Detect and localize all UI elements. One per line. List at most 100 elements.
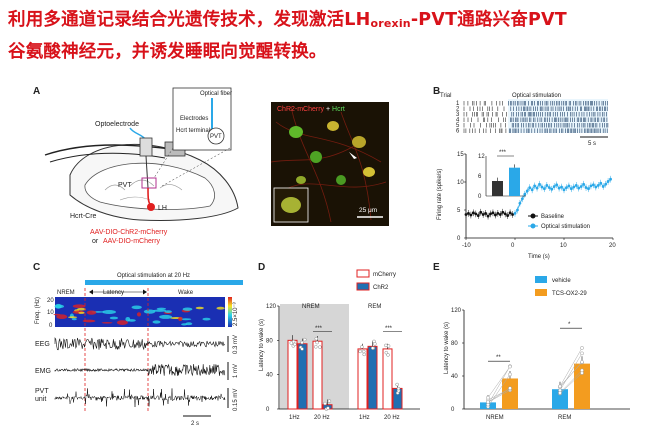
psth-point [552, 185, 556, 188]
psth-point [577, 186, 581, 190]
d-x-tick-label: 1Hz [359, 415, 370, 421]
psth-point [530, 188, 534, 192]
e-bar-1-1 [574, 363, 590, 409]
e-legend: vehicle TCS-OX2-29 [535, 276, 587, 297]
e-paired-line [487, 374, 511, 407]
e-point [486, 400, 490, 405]
psth-point [579, 185, 583, 188]
e-x-tick-label: NREM [486, 415, 504, 421]
legend-baseline-swatch [530, 213, 536, 219]
time-scale-label: 2 s [191, 421, 199, 425]
psth-point [550, 187, 554, 191]
d-point [300, 340, 304, 345]
micrograph-title-plus: + [324, 106, 332, 113]
electrodes-label: Electrodes [180, 116, 208, 122]
panel-label-e: E [433, 262, 440, 273]
micrograph-title: ChR2-mCherry + Hcrt [277, 106, 345, 113]
psth-point [528, 186, 532, 189]
d-ylabel: Latency to wake (s) [259, 319, 265, 371]
d-point [386, 353, 390, 357]
hcrt-terminals-label: Hcrt terminals [176, 128, 213, 134]
d-y-tick-label: 120 [266, 304, 277, 310]
e-paired-line [559, 347, 583, 387]
inset-bar-0 [492, 181, 503, 196]
psth-point [562, 188, 566, 192]
d-bar-mcherry-1 [312, 340, 323, 410]
spectrogram-blob [136, 312, 142, 317]
psth-point [572, 185, 576, 189]
e-point [508, 372, 512, 377]
psth-point [481, 213, 485, 216]
d-point [384, 343, 388, 348]
inset-sig-label: *** [499, 150, 507, 156]
spectrogram-blob [77, 307, 86, 311]
psth-point [535, 186, 539, 190]
psth-y-tick-label: 0 [457, 236, 461, 242]
d-point [372, 339, 376, 344]
psth-point [533, 184, 536, 188]
psth-point [496, 211, 500, 215]
psth-point [540, 185, 544, 189]
spectrogram-blob [195, 306, 204, 310]
psth-point [599, 181, 603, 185]
psth-point [592, 183, 595, 187]
panel-c: Optical stimulation at 20 Hz NREM Latenc… [35, 273, 243, 425]
psth-point [484, 211, 487, 215]
psth-point [474, 212, 478, 216]
psth-series [464, 175, 612, 220]
spectrogram-blob [178, 316, 183, 322]
legend-optical-swatch [530, 223, 536, 229]
panel-label-d: D [258, 262, 266, 273]
d-point [396, 386, 401, 391]
optoelectrode-implant [139, 137, 153, 157]
e-point [580, 351, 584, 356]
inset-leader-2 [161, 147, 231, 187]
d-y-tick-label: 40 [266, 373, 273, 379]
d-point [303, 337, 307, 342]
d-point [395, 382, 399, 387]
e-paired-line [559, 361, 583, 388]
psth-point [584, 186, 588, 189]
d-point [370, 346, 375, 350]
e-point [580, 346, 584, 350]
psth-y-tick-label: 5 [457, 208, 461, 214]
freq-tick-mid: 10 [47, 310, 54, 316]
e-paired-line [559, 353, 583, 391]
psth-inset-bar-chart: 0 6 12 *** [478, 150, 526, 200]
psth-point [479, 210, 483, 214]
legend-optical-label: Optical stimulation [541, 224, 590, 230]
psth-x-tick-label: 0 [511, 243, 515, 249]
freq-tick-top: 20 [47, 298, 54, 304]
legend-mcherry-label: mCherry [373, 272, 396, 278]
psth-point [523, 192, 527, 196]
raster-trial-5: 5 [456, 123, 460, 129]
micrograph-cells [289, 121, 375, 185]
virus-label-1: AAV-DIO-ChR2-mCherry [90, 229, 168, 236]
pvt-label: PVT [118, 182, 132, 189]
psth-point [503, 212, 507, 216]
psth-point [589, 184, 593, 188]
psth-point [594, 185, 598, 189]
psth-point [511, 213, 514, 216]
e-paired-line [559, 370, 583, 394]
psth-point [555, 183, 559, 187]
psth-xlabel: Time (s) [528, 254, 550, 260]
d-y-tick-label: 0 [266, 407, 270, 413]
e-paired-line [487, 389, 511, 403]
d-group-rem: REM [368, 304, 381, 310]
eeg-scale-label: 0.3 mV [233, 335, 239, 354]
d-sig-label: *** [315, 326, 323, 332]
psth-point [596, 183, 600, 187]
psth-point [464, 213, 468, 216]
d-point [362, 352, 366, 357]
psth-point [525, 189, 529, 193]
spectrogram-blob [164, 310, 172, 313]
freq-label: Freq. (Hz) [35, 297, 41, 324]
legend-chr2-swatch [356, 282, 370, 291]
e-ylabel: Latency to wake (s) [444, 322, 450, 374]
psth-point [506, 214, 510, 217]
e-y-tick-label: 120 [451, 308, 462, 314]
raster-trial-3: 3 [456, 112, 460, 118]
